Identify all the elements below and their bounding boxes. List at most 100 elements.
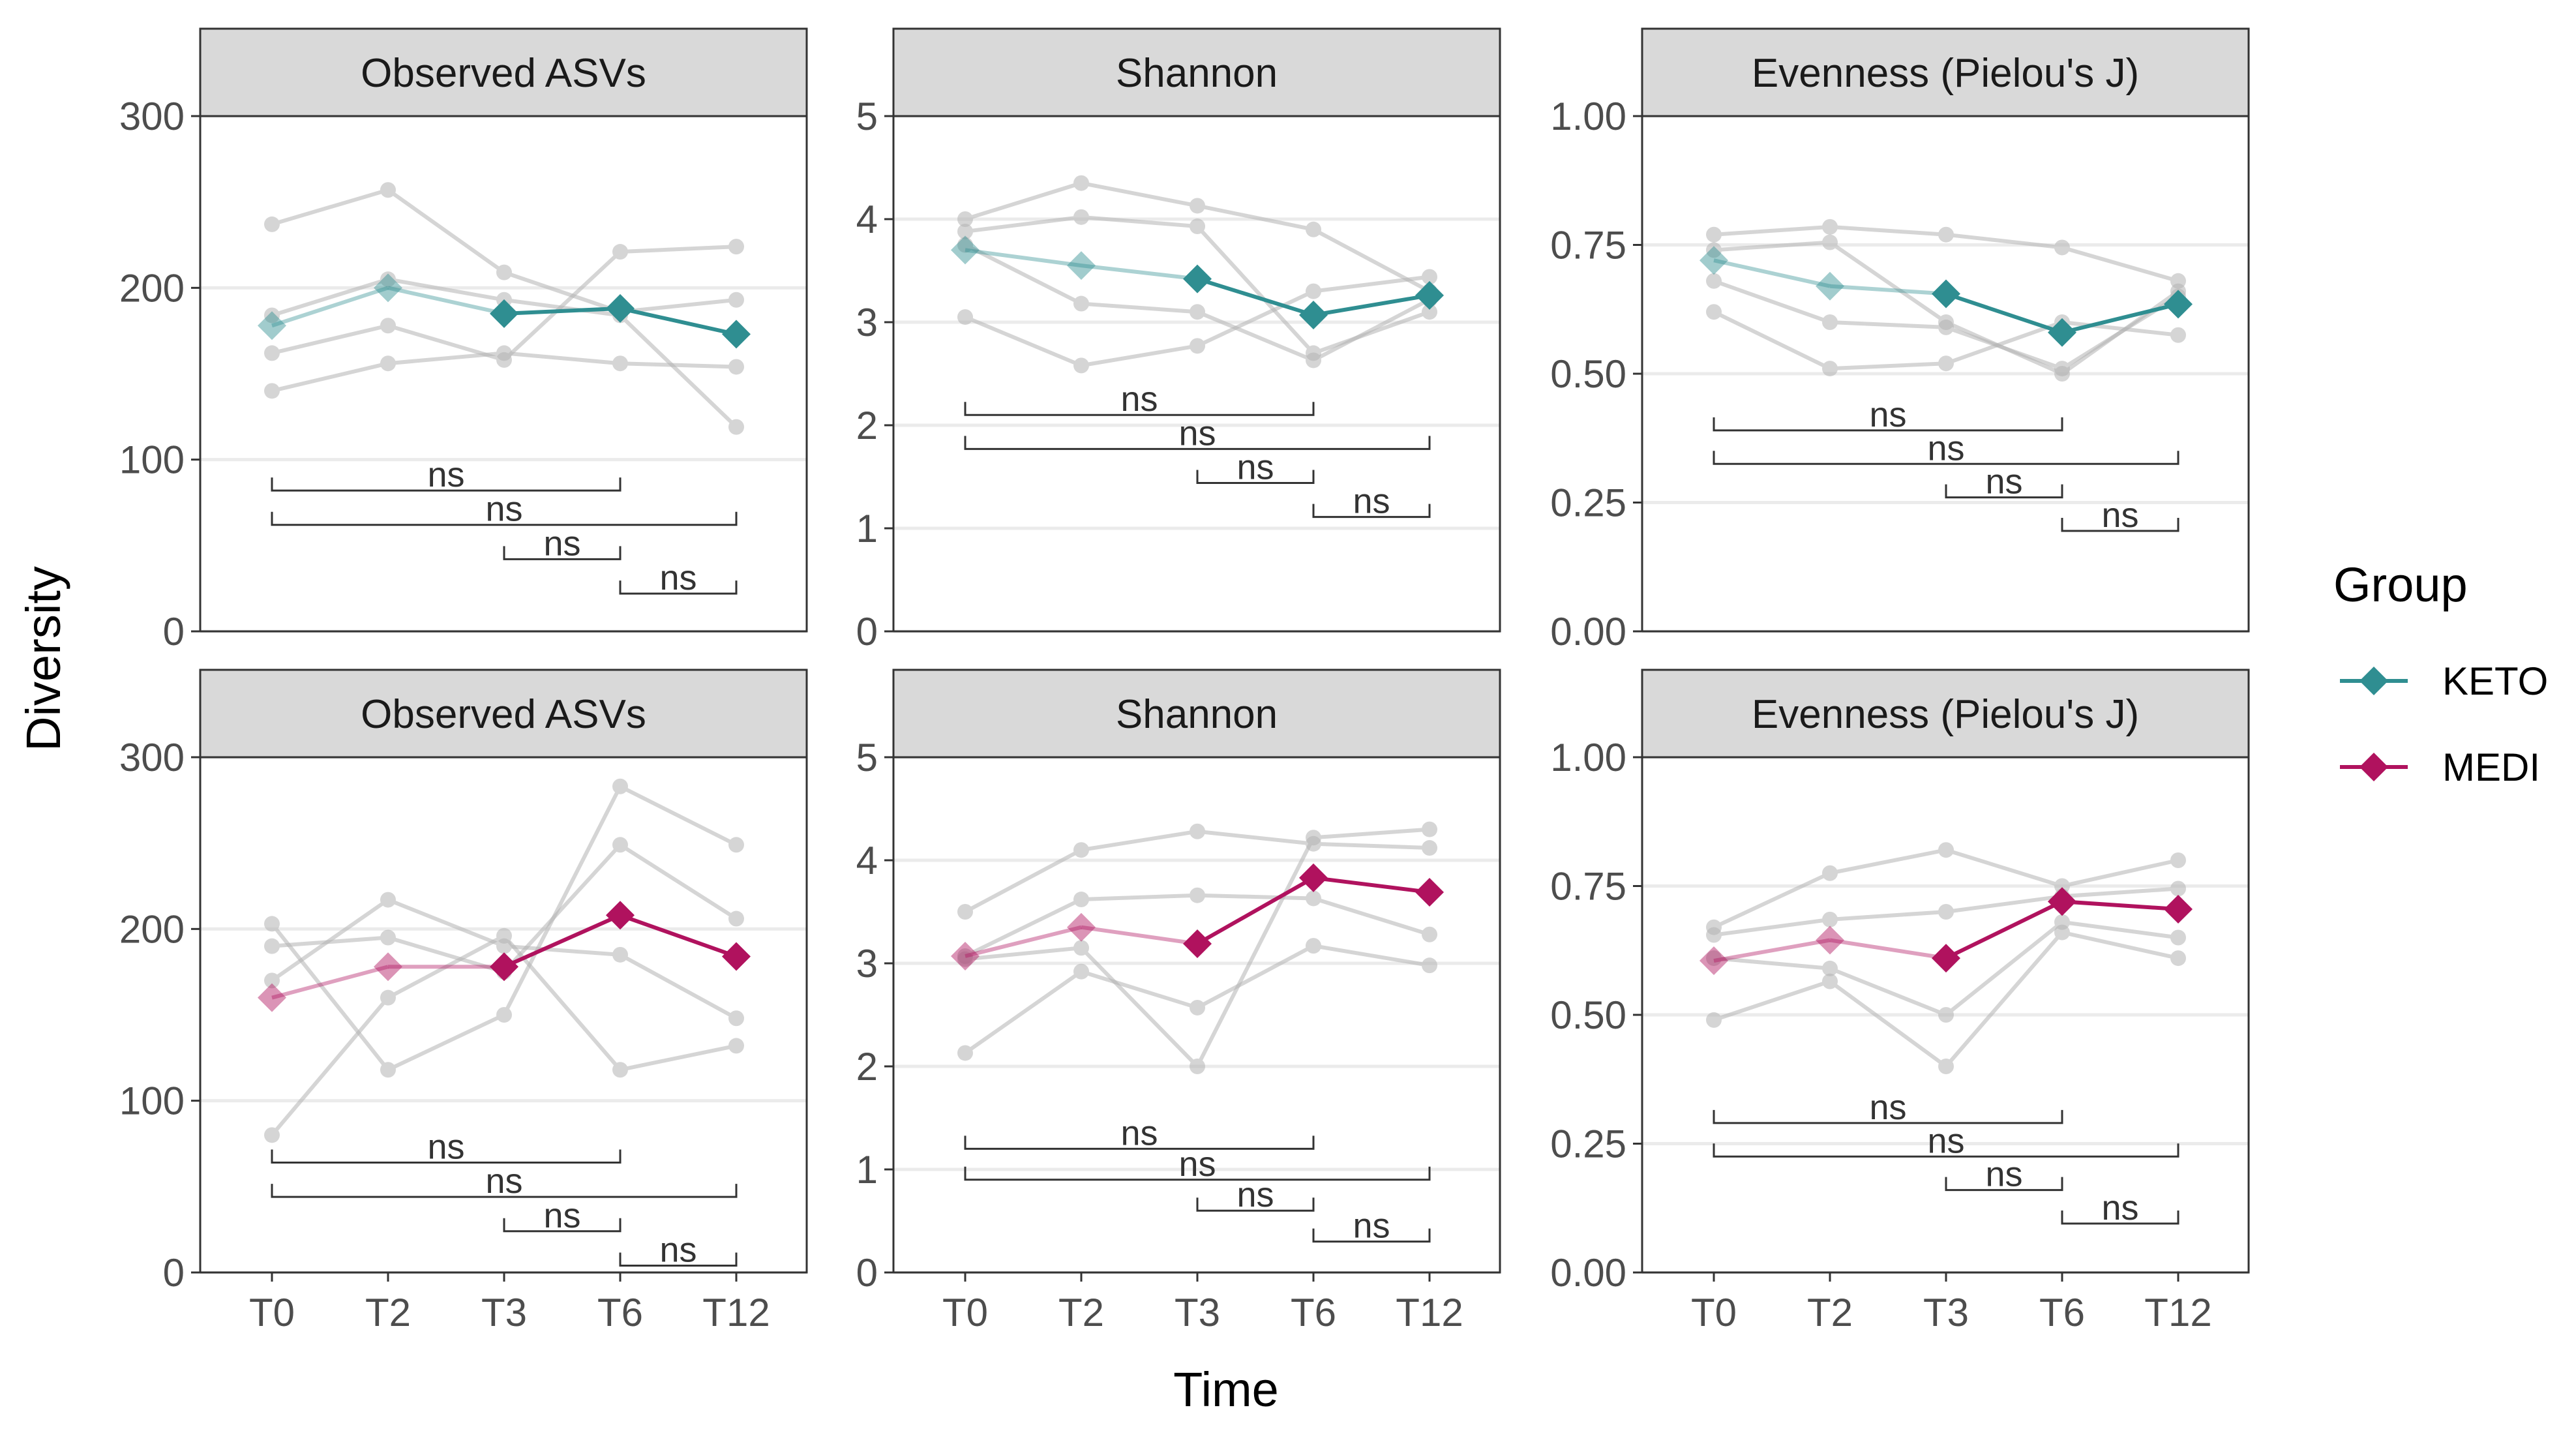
individual-segment: [964, 243, 1083, 306]
individual-series: [264, 239, 744, 368]
mean-series: [258, 901, 751, 1012]
y-tick-label: 0.50: [1550, 993, 1626, 1037]
individual-segment: [965, 215, 1082, 233]
individual-segment: [2061, 245, 2179, 283]
individual-point: [612, 778, 628, 794]
bracket-line: [1196, 1197, 1315, 1212]
individual-point: [2054, 361, 2070, 377]
individual-point: [264, 1127, 280, 1143]
mean-point: [1067, 912, 1096, 942]
individual-point: [1073, 357, 1089, 374]
mean-point: [258, 983, 286, 1012]
significance-label: ns: [659, 1230, 696, 1269]
individual-segment: [2061, 886, 2179, 899]
significance-bracket: ns: [1713, 429, 2179, 468]
facet-title: Observed ASVs: [361, 51, 646, 96]
individual-segment: [271, 277, 389, 318]
individual-point: [1073, 175, 1089, 191]
individual-series: [1706, 842, 2186, 935]
significance-label: ns: [543, 1196, 580, 1235]
facet-medi-evenness: Evenness (Pielou's J)nsnsnsns0.000.250.5…: [1550, 669, 2250, 1334]
bracket-line: [271, 477, 622, 492]
significance-bracket: ns: [1945, 462, 2063, 502]
significance-bracket: ns: [271, 1127, 622, 1166]
individual-point: [1822, 973, 1838, 989]
individual-point: [957, 1045, 973, 1061]
individual-segment: [619, 953, 738, 1020]
individual-segment: [387, 934, 505, 1000]
individual-segment: [965, 181, 1082, 221]
x-tick-label: T0: [1691, 1291, 1737, 1334]
individual-point: [1190, 1059, 1205, 1074]
individual-segment: [1313, 841, 1430, 850]
individual-series: [1706, 218, 2186, 289]
individual-series: [957, 821, 1437, 1074]
individual-point: [728, 419, 744, 435]
significance-label: ns: [2101, 496, 2138, 535]
y-tick-label: 1: [856, 1148, 878, 1192]
individual-point: [1073, 892, 1089, 908]
significance-bracket: ns: [619, 558, 738, 597]
individual-segment: [620, 297, 737, 314]
mean-series: [1700, 887, 2193, 976]
individual-segment: [503, 944, 621, 957]
individual-point: [1822, 234, 1838, 250]
individual-point: [1190, 218, 1205, 235]
mean-segment: [619, 913, 738, 959]
mean-segment: [1829, 284, 1947, 296]
individual-point: [957, 223, 973, 239]
individual-point: [1822, 960, 1838, 976]
significance-bracket: ns: [1713, 395, 2063, 434]
mean-point: [1415, 877, 1444, 907]
mean-segment: [387, 286, 505, 316]
mean-point: [2048, 887, 2076, 916]
mean-series: [951, 235, 1444, 329]
mean-point: [1700, 246, 1728, 275]
mean-point: [1932, 944, 1960, 973]
individual-segment: [965, 946, 1082, 961]
individual-point: [1306, 830, 1321, 846]
facet-title: Observed ASVs: [361, 692, 646, 737]
individual-point: [1190, 999, 1205, 1015]
mean-segment: [1197, 277, 1314, 317]
individual-point: [380, 929, 396, 946]
mean-segment: [271, 965, 389, 1000]
x-tick-label: T0: [249, 1291, 295, 1334]
significance-bracket: ns: [1196, 1175, 1315, 1214]
y-tick-label: 200: [119, 266, 185, 310]
individual-point: [380, 271, 396, 288]
y-tick-label: 4: [856, 198, 878, 241]
significance-bracket: ns: [1713, 1088, 2063, 1127]
individual-point: [728, 1038, 744, 1054]
y-tick-label: 0.75: [1550, 865, 1626, 909]
individual-point: [264, 938, 280, 954]
facet-panels: Observed ASVsnsnsnsns0100200300Shannonns…: [119, 27, 2250, 1334]
significance-bracket: ns: [2061, 496, 2179, 535]
mean-point: [1183, 264, 1212, 293]
individual-segment: [619, 843, 738, 921]
significance-bracket: ns: [1713, 1121, 2179, 1160]
significance-label: ns: [485, 490, 522, 529]
significance-bracket: ns: [964, 414, 1431, 453]
individual-point: [1306, 352, 1321, 369]
individual-segment: [1713, 224, 1831, 237]
individual-series: [1706, 924, 2186, 1074]
significance-bracket: ns: [503, 524, 622, 563]
bracket-line: [964, 402, 1315, 416]
significance-label: ns: [427, 1127, 464, 1166]
significance-label: ns: [1927, 1121, 1964, 1160]
individual-segment: [1829, 967, 1947, 1017]
y-tick-label: 300: [119, 95, 185, 138]
facet-title: Shannon: [1116, 692, 1278, 737]
individual-segment: [1945, 232, 2063, 250]
facet-title: Evenness (Pielou's J): [1752, 692, 2139, 737]
mean-point: [2048, 318, 2076, 347]
individual-point: [1938, 842, 1954, 858]
individual-point: [1938, 355, 1954, 372]
mean-point: [258, 311, 286, 340]
bracket-line: [271, 1184, 738, 1198]
bracket-line: [619, 1252, 738, 1267]
y-axis-title: Diversity: [16, 566, 70, 751]
individual-segment: [387, 277, 505, 302]
